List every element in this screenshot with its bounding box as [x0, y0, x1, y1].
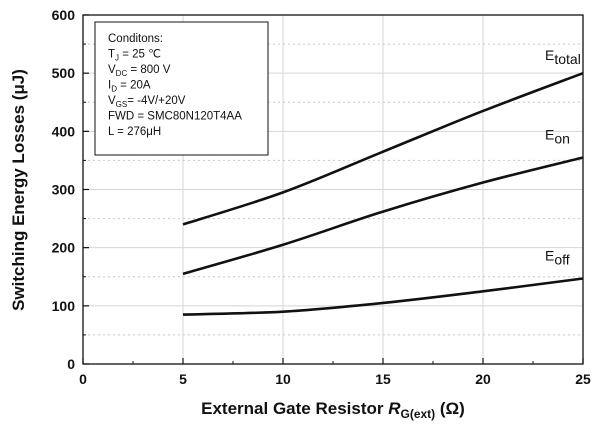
conditions-line: FWD = SMC80N120T4AA — [108, 111, 242, 123]
conditions-line: VGS= -4V/+20V — [108, 95, 186, 109]
y-tick-label: 300 — [52, 182, 76, 198]
conditions-line: L = 276μH — [108, 126, 161, 138]
y-tick-label: 600 — [52, 7, 76, 23]
series-line-on — [182, 156, 584, 276]
y-tick-label: 0 — [67, 356, 75, 372]
y-tick-label: 200 — [52, 240, 76, 256]
x-tick-label: 15 — [375, 371, 391, 387]
conditions-legend-frame — [94, 21, 269, 156]
conditions-line: VDC = 800 V — [108, 64, 171, 78]
series-line-off — [182, 277, 584, 316]
ticks — [82, 14, 584, 365]
y-axis-title: Switching Energy Losses (μJ) — [9, 69, 28, 311]
x-tick-label: 10 — [275, 371, 291, 387]
x-tick-label: 20 — [475, 371, 491, 387]
x-tick-label: 0 — [79, 371, 87, 387]
tick-labels: 0 5 10 15 20 25 0 100 200 300 400 500 600 — [52, 7, 591, 387]
x-axis-title: External Gate Resistor RG(ext) (Ω) — [201, 399, 465, 421]
y-tick-label: 100 — [52, 298, 76, 314]
series-line-total — [182, 71, 584, 226]
series-lines — [182, 71, 584, 316]
x-tick-label: 25 — [575, 371, 591, 387]
series-label-on: Eon — [545, 127, 570, 147]
x-tick-label: 5 — [179, 371, 187, 387]
conditions-heading: Conditons: — [108, 33, 163, 45]
series-labels: Etotal Eon Eoff — [545, 47, 581, 267]
conditions-line: ID = 20A — [108, 80, 151, 94]
series-label-off: Eoff — [545, 247, 570, 267]
series-label-total: Etotal — [545, 47, 581, 67]
y-tick-label: 400 — [52, 123, 76, 139]
y-tick-label: 500 — [52, 65, 76, 81]
conditions-line: TJ = 25 ℃ — [108, 49, 161, 63]
